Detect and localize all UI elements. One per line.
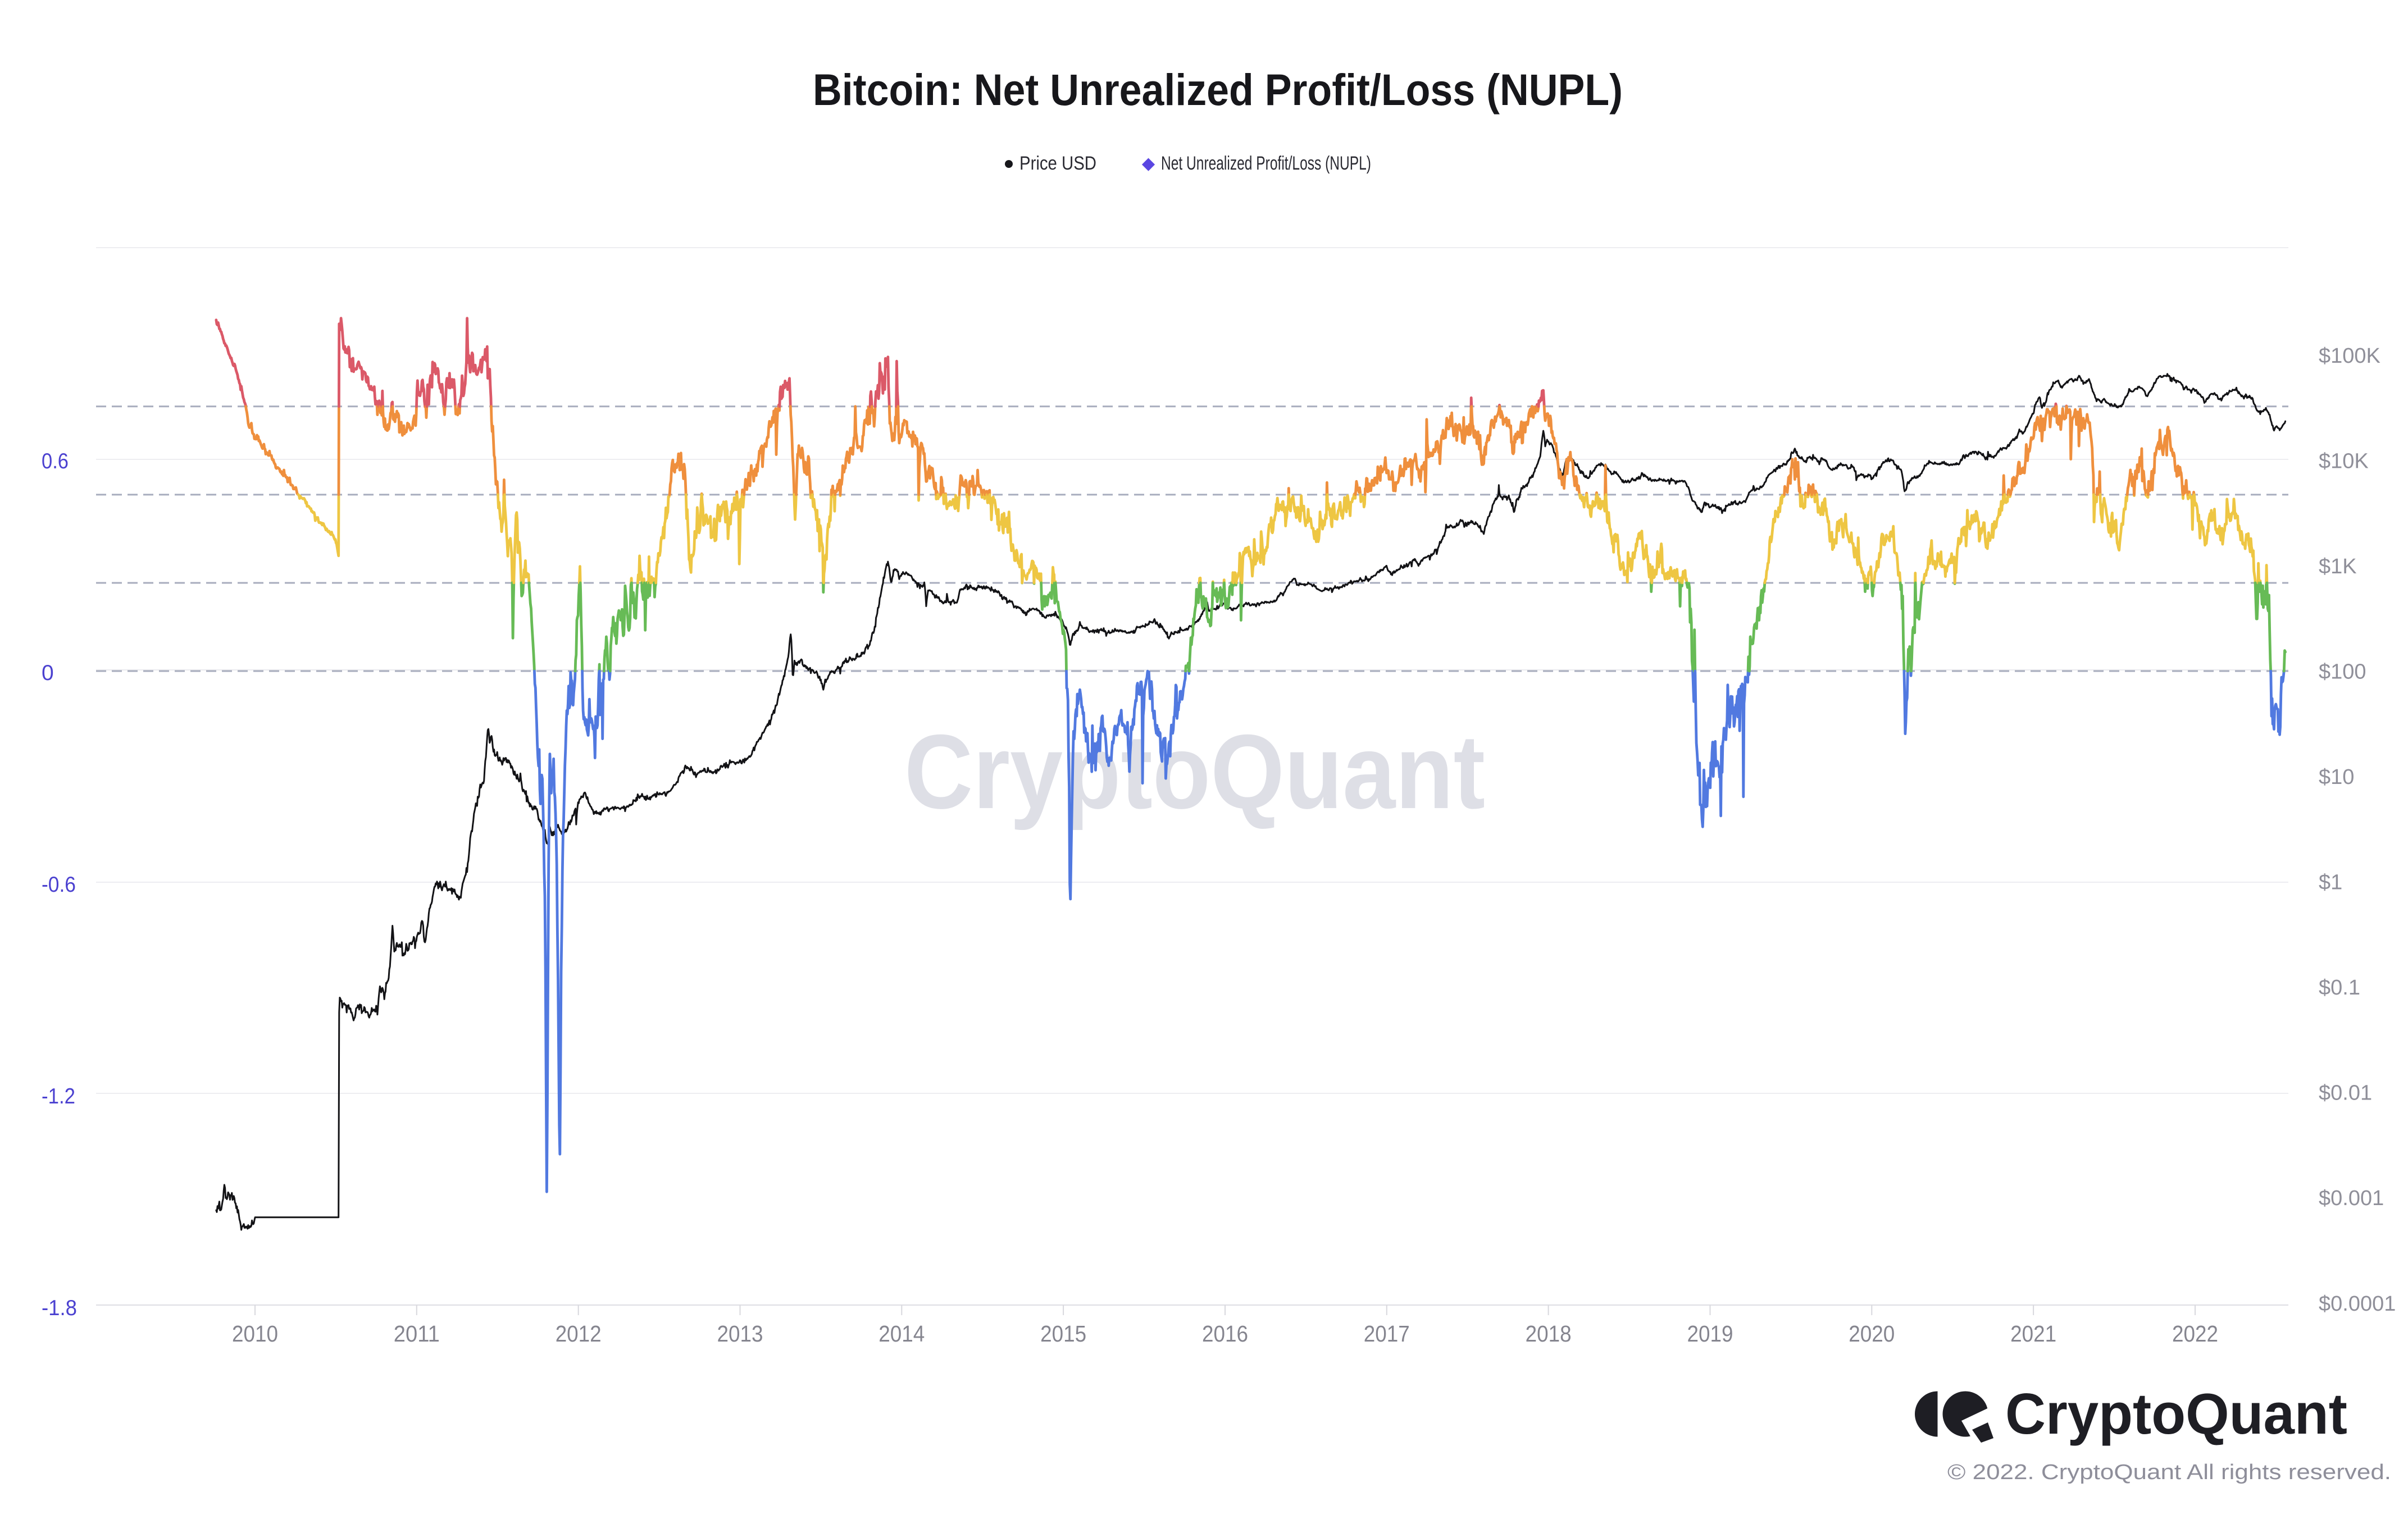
svg-text:2018: 2018 <box>1526 1321 1572 1347</box>
svg-text:$100K: $100K <box>2319 344 2380 368</box>
svg-text:-1.2: -1.2 <box>42 1084 75 1109</box>
svg-text:2015: 2015 <box>1040 1321 1086 1347</box>
svg-text:$0.1: $0.1 <box>2319 976 2360 1000</box>
svg-text:Net Unrealized Profit/Loss (NU: Net Unrealized Profit/Loss (NUPL) <box>1161 153 1371 174</box>
svg-text:$0.001: $0.001 <box>2319 1187 2384 1210</box>
svg-text:$100: $100 <box>2319 660 2366 684</box>
svg-text:2016: 2016 <box>1202 1321 1248 1347</box>
svg-text:-0.6: -0.6 <box>42 873 76 897</box>
svg-text:2014: 2014 <box>878 1321 925 1347</box>
svg-text:2010: 2010 <box>232 1321 278 1347</box>
svg-text:2022: 2022 <box>2172 1321 2218 1347</box>
svg-text:2019: 2019 <box>1687 1321 1733 1347</box>
svg-text:$0.0001: $0.0001 <box>2319 1292 2396 1316</box>
svg-text:0: 0 <box>42 661 54 685</box>
svg-text:$1K: $1K <box>2319 555 2357 578</box>
svg-text:2011: 2011 <box>394 1321 440 1347</box>
svg-text:2017: 2017 <box>1364 1321 1410 1347</box>
svg-text:Price USD: Price USD <box>1019 153 1096 174</box>
svg-text:CryptoQuant: CryptoQuant <box>2005 1381 2347 1446</box>
svg-text:Bitcoin: Net Unrealized Profit: Bitcoin: Net Unrealized Profit/Loss (NUP… <box>813 65 1623 115</box>
svg-text:© 2022. CryptoQuant All rights: © 2022. CryptoQuant All rights reserved. <box>1947 1461 2391 1484</box>
svg-text:2021: 2021 <box>2010 1321 2056 1347</box>
svg-text:$1: $1 <box>2319 871 2342 895</box>
svg-text:2020: 2020 <box>1849 1321 1895 1347</box>
svg-text:2012: 2012 <box>556 1321 602 1347</box>
svg-text:0.6: 0.6 <box>42 449 69 473</box>
svg-text:$10K: $10K <box>2319 449 2369 473</box>
svg-text:2013: 2013 <box>717 1321 763 1347</box>
svg-text:-1.8: -1.8 <box>42 1296 77 1320</box>
svg-text:$0.01: $0.01 <box>2319 1082 2372 1105</box>
svg-text:$10: $10 <box>2319 765 2354 789</box>
svg-text:CryptoQuant: CryptoQuant <box>904 713 1485 831</box>
